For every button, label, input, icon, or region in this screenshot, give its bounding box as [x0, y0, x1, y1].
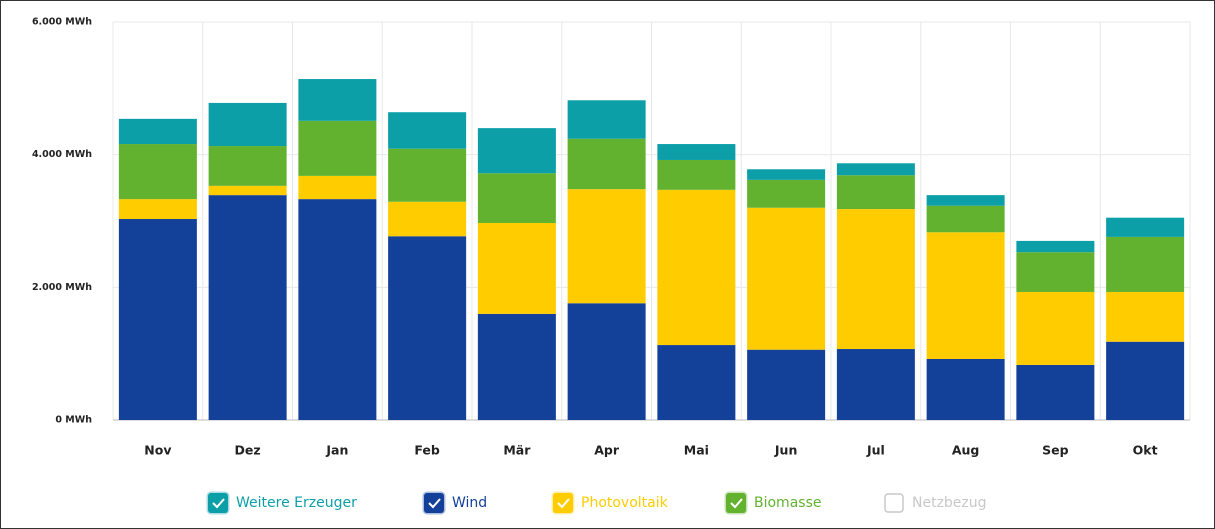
- bar-segment: [298, 120, 377, 176]
- bar-segment: [208, 195, 287, 420]
- legend-checkbox[interactable]: [206, 491, 230, 515]
- bar-segment: [208, 185, 287, 196]
- legend-item[interactable]: Wind: [422, 491, 487, 515]
- legend-check: [428, 498, 441, 509]
- bar-segment: [477, 222, 556, 314]
- bar-segment: [118, 144, 197, 200]
- x-tick-label: Nov: [144, 443, 171, 458]
- y-tick-label: 6.000 MWh: [32, 17, 92, 28]
- bar-segment: [118, 199, 197, 220]
- bar-segment: [118, 118, 197, 145]
- bar-segment: [657, 345, 736, 420]
- bar-segment: [836, 163, 915, 176]
- bar-segment: [567, 303, 646, 420]
- bar-segment: [1106, 291, 1185, 342]
- bar-segment: [836, 349, 915, 420]
- bar-segment: [926, 358, 1005, 420]
- bar-segment: [747, 169, 826, 180]
- bar-segment: [298, 79, 377, 121]
- bar-segment: [1016, 364, 1095, 420]
- legend-checkbox[interactable]: [884, 493, 904, 513]
- x-tick-label: Jul: [866, 443, 885, 458]
- bar-segment: [657, 144, 736, 160]
- bar-segment: [208, 102, 287, 147]
- legend-item[interactable]: Biomasse: [724, 491, 821, 515]
- x-tick-label: Jun: [774, 443, 797, 458]
- bar-segment: [747, 207, 826, 350]
- bar-segment: [388, 236, 467, 420]
- bar-segment: [298, 199, 377, 420]
- bar-segment: [208, 146, 287, 186]
- legend-check: [212, 498, 225, 509]
- bar-segment: [1016, 291, 1095, 365]
- x-tick-label: Feb: [414, 443, 440, 458]
- bar-segment: [1016, 240, 1095, 253]
- legend-check: [730, 498, 743, 509]
- bar-segment: [388, 201, 467, 237]
- bar-segment: [926, 232, 1005, 359]
- y-tick-label: 4.000 MWh: [32, 149, 92, 160]
- x-tick-label: Apr: [594, 443, 620, 458]
- bar-segment: [1106, 236, 1185, 292]
- bar-segment: [477, 173, 556, 223]
- legend-label: Photovoltaik: [581, 495, 669, 511]
- legend-checkbox[interactable]: [551, 491, 575, 515]
- x-tick-label: Mär: [503, 443, 531, 458]
- x-tick-label: Jan: [325, 443, 348, 458]
- bar-segment: [657, 189, 736, 346]
- bar-segment: [926, 205, 1005, 233]
- x-tick-label: Sep: [1042, 443, 1068, 458]
- bar-segment: [747, 179, 826, 208]
- bar-segment: [388, 148, 467, 202]
- legend-label: Netzbezug: [912, 495, 987, 511]
- bar-segment: [298, 175, 377, 200]
- bar-segment: [836, 209, 915, 350]
- bar-segment: [118, 219, 197, 420]
- legend-label: Wind: [452, 495, 487, 511]
- bar-segment: [477, 128, 556, 174]
- y-tick-label: 2.000 MWh: [32, 282, 92, 293]
- legend-checkbox[interactable]: [724, 491, 748, 515]
- y-tick-label: 0 MWh: [55, 415, 92, 426]
- bar-segment: [747, 349, 826, 420]
- bar-segment: [1106, 341, 1185, 420]
- x-tick-label: Aug: [952, 443, 980, 458]
- legend-label: Weitere Erzeuger: [236, 495, 357, 511]
- bar-segment: [657, 159, 736, 190]
- x-tick-label: Dez: [235, 443, 261, 458]
- bar-segment: [567, 189, 646, 304]
- legend-item[interactable]: Weitere Erzeuger: [206, 491, 357, 515]
- legend-item[interactable]: Photovoltaik: [551, 491, 669, 515]
- bar-segment: [567, 138, 646, 190]
- bar-segment: [1016, 252, 1095, 292]
- legend-checkbox[interactable]: [422, 491, 446, 515]
- x-tick-label: Okt: [1133, 443, 1158, 458]
- bar-segment: [388, 112, 467, 149]
- legend-item[interactable]: Netzbezug: [884, 493, 987, 513]
- bar-segment: [926, 195, 1005, 206]
- x-tick-label: Mai: [684, 443, 709, 458]
- legend-label: Biomasse: [754, 495, 821, 511]
- bar-segment: [836, 175, 915, 210]
- bar-segment: [1106, 217, 1185, 237]
- bar-segment: [477, 313, 556, 420]
- bar-segment: [567, 100, 646, 139]
- legend-check: [557, 498, 570, 509]
